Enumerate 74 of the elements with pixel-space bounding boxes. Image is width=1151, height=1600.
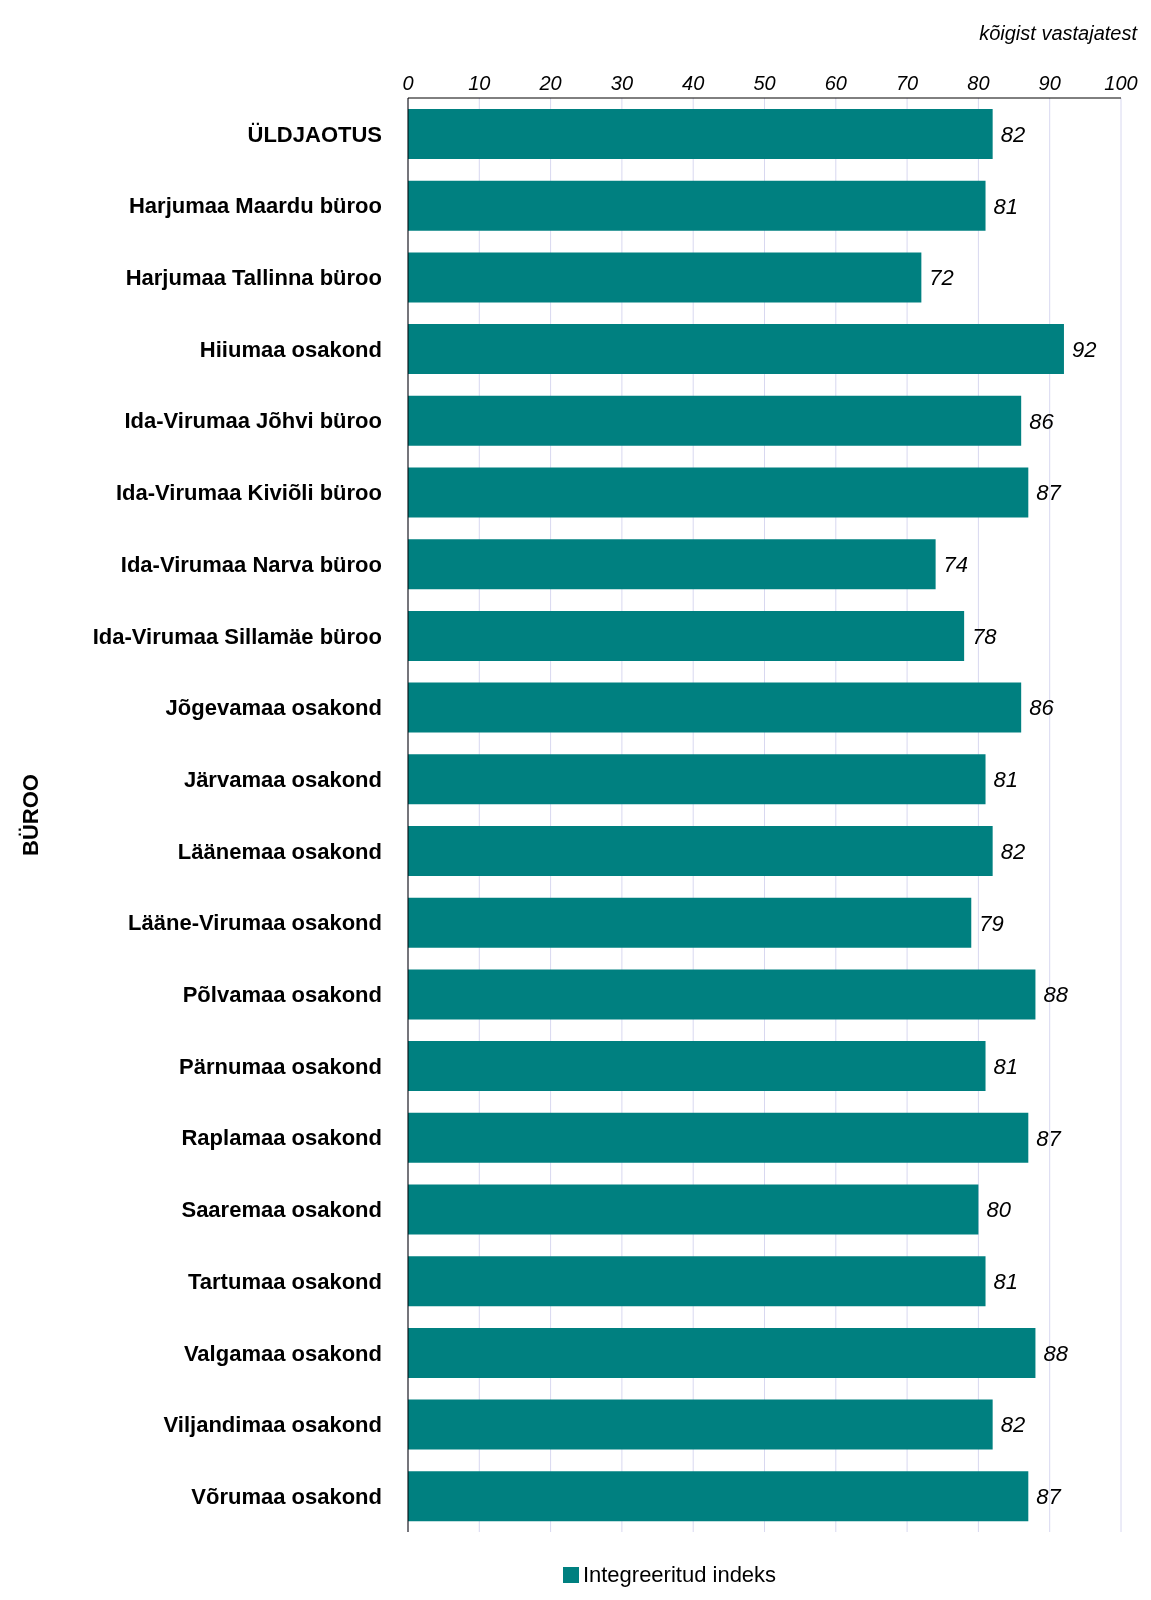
bar — [408, 610, 965, 661]
data-label: 81 — [993, 767, 1019, 793]
bar — [408, 1041, 986, 1092]
bar — [408, 1256, 986, 1307]
bar — [408, 1399, 993, 1450]
x-tick-label: 50 — [753, 72, 776, 94]
y-tick-label: Lääne-Virumaa osakond — [128, 910, 382, 936]
y-tick-label: Hiiumaa osakond — [199, 336, 382, 362]
data-label: 81 — [993, 1269, 1019, 1295]
x-tick-label: 80 — [967, 72, 990, 94]
bar — [408, 1327, 1036, 1378]
y-tick-label: Viljandimaa osakond — [163, 1412, 382, 1438]
x-axis-title: kõigist vastajatest — [979, 22, 1139, 44]
y-tick-label: Ida-Virumaa Sillamäe büroo — [92, 623, 382, 649]
y-tick-label: Ida-Virumaa Narva büroo — [120, 551, 382, 577]
data-label: 82 — [1000, 838, 1026, 864]
data-label: 79 — [979, 910, 1004, 936]
bar — [408, 682, 1022, 733]
x-tick-label: 100 — [1104, 72, 1138, 94]
x-tick-label: 10 — [468, 72, 491, 94]
data-label: 86 — [1029, 408, 1055, 434]
y-tick-label: Pärnumaa osakond — [179, 1053, 382, 1079]
y-tick-label: Jõgevamaa osakond — [165, 695, 382, 721]
y-tick-label: Ida-Virumaa Jõhvi büroo — [124, 408, 382, 434]
y-tick-label: Harjumaa Maardu büroo — [128, 193, 382, 219]
x-tick-label: 40 — [682, 72, 705, 94]
bar — [408, 395, 1022, 446]
data-label: 80 — [986, 1197, 1012, 1223]
x-tick-label: 90 — [1038, 72, 1061, 94]
y-tick-label: Valgamaa osakond — [183, 1340, 382, 1366]
x-tick-label: 30 — [610, 72, 634, 94]
bar — [408, 109, 993, 159]
bar — [408, 1112, 1029, 1163]
bar — [408, 467, 1029, 518]
bar — [408, 180, 986, 231]
bar — [408, 539, 936, 590]
data-label: 81 — [993, 193, 1019, 219]
bar — [408, 969, 1036, 1020]
data-label: 87 — [1036, 1484, 1062, 1510]
y-tick-label: Harjumaa Tallinna büroo — [125, 265, 382, 291]
y-tick-label: Saaremaa osakond — [181, 1197, 382, 1223]
y-tick-label: ÜLDJAOTUS — [247, 121, 382, 147]
x-tick-label: 20 — [538, 72, 562, 94]
data-label: 86 — [1029, 695, 1055, 721]
bar — [408, 1184, 979, 1235]
data-label: 78 — [972, 623, 998, 649]
y-tick-label: Raplamaa osakond — [181, 1125, 382, 1151]
bar — [408, 754, 986, 805]
data-label: 88 — [1043, 982, 1069, 1008]
x-tick-label: 0 — [402, 72, 414, 94]
y-tick-label: Läänemaa osakond — [177, 838, 382, 864]
bar — [408, 826, 993, 876]
data-label: 74 — [943, 552, 969, 578]
y-tick-label: Põlvamaa osakond — [182, 982, 382, 1008]
bar — [408, 252, 922, 303]
x-tick-label: 60 — [824, 72, 847, 94]
data-label: 81 — [993, 1053, 1019, 1079]
data-label: 92 — [1071, 336, 1097, 362]
y-axis-title: BÜROO — [17, 774, 43, 856]
data-label: 88 — [1043, 1340, 1069, 1366]
data-label: 87 — [1036, 480, 1062, 506]
legend-label: Integreeritud indeks — [581, 1562, 777, 1588]
data-label: 72 — [929, 265, 954, 291]
data-label: 82 — [1000, 1412, 1026, 1438]
bar — [408, 1471, 1029, 1522]
bar — [408, 324, 1064, 375]
y-tick-label: Järvamaa osakond — [183, 766, 382, 792]
x-tick-label: 70 — [895, 72, 919, 94]
data-label: 87 — [1036, 1125, 1062, 1151]
y-tick-label: Ida-Virumaa Kiviõli büroo — [115, 480, 382, 506]
y-tick-label: Tartumaa osakond — [188, 1268, 382, 1294]
bar — [408, 897, 972, 948]
y-tick-label: Võrumaa osakond — [191, 1483, 382, 1509]
data-label: 82 — [1000, 121, 1026, 147]
